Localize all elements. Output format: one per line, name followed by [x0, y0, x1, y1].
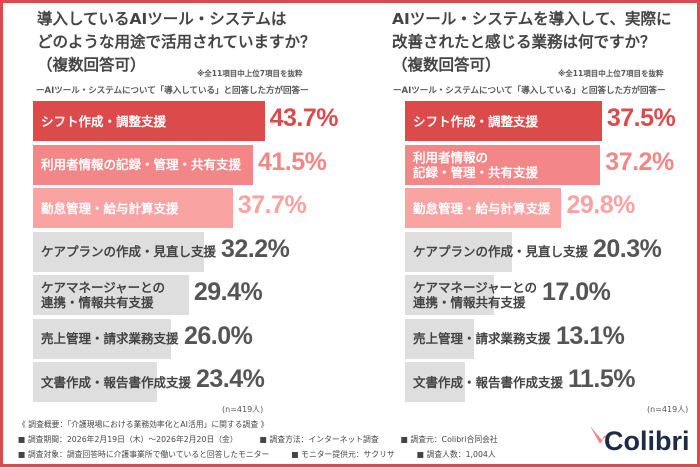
bar-label: 文書作成・報告書作成支援	[41, 374, 192, 390]
value-label: 26.0%	[184, 321, 253, 350]
survey-target: ■ 調査対象：調査回答時に介護事業所で働いていると回答したモニター	[18, 450, 270, 459]
bar-label: 勤怠管理・給与計算支援	[413, 200, 551, 216]
survey-heading: 《 調査概要：「介護現場における業務効率化とAI活用」に関する調査 》	[18, 420, 269, 429]
colibri-logo: Colibri	[582, 420, 692, 464]
chart-note: ※全11項目中上位7項目を抜粋	[197, 69, 303, 78]
chart-note: ※全11項目中上位7項目を抜粋	[558, 69, 664, 78]
value-label: 37.2%	[605, 147, 674, 176]
value-label: 32.2%	[221, 234, 290, 263]
survey-method: ■ 調査方法：インターネット調査	[259, 435, 379, 444]
title-line: （複数回答可）	[37, 56, 146, 74]
bar-label: 勤怠管理・給与計算支援	[41, 200, 179, 216]
chart-subtitle: ーAIツール・システムについて「導入している」と回答した方が回答ー	[393, 86, 666, 96]
bar-label: 売上管理・請求業務支援	[41, 331, 179, 346]
bar	[33, 362, 158, 402]
value-label: 20.3%	[593, 234, 662, 263]
bar	[405, 275, 495, 315]
bar-label: シフト作成・調整支援	[41, 113, 167, 129]
value-label: 13.1%	[556, 321, 625, 350]
value-label: 29.8%	[566, 191, 635, 219]
bar	[33, 231, 204, 272]
logo-text: Colibri	[604, 426, 690, 456]
bar	[33, 318, 171, 359]
bar-label: シフト作成・調整支援	[413, 113, 539, 129]
value-label: 43.7%	[269, 104, 339, 132]
title-line: 改善されたと感じる業務は何ですか？	[392, 33, 656, 51]
value-label: 11.5%	[568, 365, 636, 393]
title-line: どのような用途で活用されていますか？	[37, 33, 316, 51]
bar-label: ケアマネージャーとの 連携・情報共有支援	[413, 280, 538, 310]
value-label: 23.4%	[196, 365, 265, 393]
value-label: 17.0%	[542, 278, 611, 306]
bar-label: ケアマネージャーとの 連携・情報共有支援	[41, 280, 166, 310]
survey-source: ■ 調査元：Colibri合同会社	[400, 435, 498, 444]
survey-period: ■ 調査期間：2026年2月19日（木）～2026年2月20日（金）	[18, 435, 238, 444]
bar	[405, 318, 474, 359]
bar	[405, 362, 466, 402]
bar-label: 利用者情報の 記録・管理・共有支援	[413, 149, 539, 180]
chart-title: 導入しているAIツール・システムはどのような用途で活用されていますか？ （複数回答…	[37, 8, 316, 77]
bird-icon	[590, 426, 616, 444]
bar-label: 文書作成・報告書作成支援	[413, 374, 564, 390]
value-label: 29.4%	[193, 278, 263, 306]
bar	[33, 188, 233, 228]
chart-title: AIツール・システムを導入して、実際に 改善されたと感じる業務は何ですか？ （複数回…	[392, 8, 672, 77]
bar	[405, 101, 602, 141]
bar	[405, 188, 562, 228]
sample-size: (n=419人)	[222, 405, 264, 414]
survey-count: ■ 調査人数：1,004人	[416, 450, 496, 459]
chart-left: 導入しているAIツール・システムはどのような用途で活用されていますか？ （複数回答…	[0, 0, 350, 414]
chart-subtitle: ーAIツール・システムについて「導入している」と回答した方が回答ー	[36, 86, 309, 96]
title-line: （複数回答可）	[392, 56, 501, 74]
bar	[33, 101, 265, 141]
bar	[33, 144, 253, 185]
bar	[405, 231, 512, 272]
value-label: 41.5%	[257, 147, 327, 176]
sample-size: (n=419人)	[647, 405, 689, 414]
bar-label: ケアプランの作成・見直し支援	[41, 244, 217, 259]
value-label: 37.7%	[237, 191, 307, 219]
bar	[33, 275, 189, 315]
survey-provider: ■ モニター提供元：サクリサ	[291, 450, 395, 459]
survey-footer: 《 調査概要：「介護現場における業務効率化とAI活用」に関する調査 》 ■ 調査…	[18, 417, 578, 462]
title-line: 導入しているAIツール・システムは	[37, 10, 287, 28]
title-line: AIツール・システムを導入して、実際に	[392, 10, 672, 28]
bar-label: ケアプランの作成・見直し支援	[413, 244, 589, 259]
bar-label: 売上管理・請求業務支援	[413, 331, 551, 346]
bar	[405, 144, 601, 185]
bar-label: 利用者情報の記録・管理・共有支援	[41, 157, 242, 172]
value-label: 37.5%	[606, 104, 676, 132]
chart-right: AIツール・システムを導入して、実際に 改善されたと感じる業務は何ですか？ （複数回…	[350, 0, 700, 414]
